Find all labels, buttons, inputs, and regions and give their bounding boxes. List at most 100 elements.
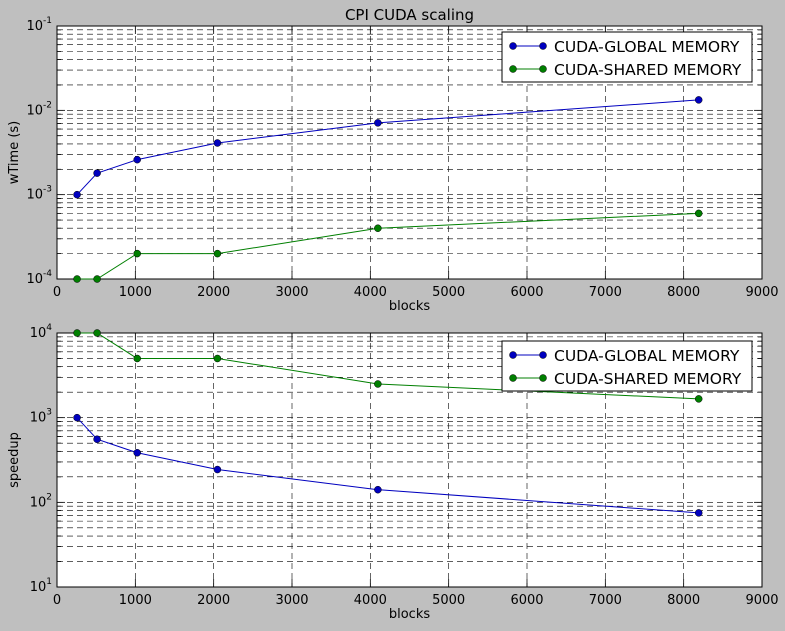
y-tick-exponent: 3 [46,408,52,418]
data-point [73,275,81,283]
legend-marker [509,374,517,382]
axes-frame [56,332,763,588]
data-point [93,435,101,444]
y-tick-exponent: 2 [46,492,52,502]
data-point [374,485,382,494]
data-point [93,329,101,337]
subplot-1: 0 1000 2000 3000 4000 5000 6000 7000 8000 900010-… [7,6,779,314]
grid [56,26,763,280]
x-tick-label: 9000 [745,285,778,300]
y-tick-base: 10 [30,580,47,595]
x-tick-label: 3000 [275,285,308,300]
series-2 [73,209,703,283]
data-point [133,449,141,457]
legend-label: CUDA-GLOBAL MEMORY [554,38,740,56]
data-point [133,354,141,363]
data-point [694,509,703,517]
data-point [133,155,141,164]
series-2 [73,329,703,403]
y-tick-base: 10 [30,495,47,510]
data-point [374,224,382,232]
x-tick-label: 4000 [354,285,387,300]
data-point [213,139,222,147]
series-1 [73,413,703,517]
x-tick-label: 6000 [510,285,543,300]
legend-label: CUDA-SHARED MEMORY [554,61,742,79]
data-point [93,169,101,177]
y-tick-base: 10 [26,272,43,287]
x-tick-label: 5000 [432,285,465,300]
data-point [73,413,81,422]
x-tick-label: 0 [53,593,61,608]
x-axis-label: blocks [389,607,430,622]
x-tick-label: 7000 [589,285,622,300]
subplot-2: 0 1000 2000 3000 4000 5000 6000 7000 8000 9000101… [7,323,779,622]
legend-marker [509,65,517,73]
x-tick-label: 8000 [667,593,700,608]
data-point [374,119,382,127]
data-point [133,249,141,258]
y-tick-label: 103 [30,408,52,426]
x-tick-label: 5000 [432,593,465,608]
y-tick-label: 102 [30,492,52,510]
y-tick-base: 10 [30,326,47,341]
legend-marker [539,42,547,50]
series-1 [73,96,703,199]
y-tick-label: 10-1 [26,16,52,34]
chart-title: CPI CUDA scaling [345,6,474,24]
data-point [694,209,703,218]
x-tick-label: 9000 [745,593,778,608]
y-tick-exponent: -4 [43,269,52,279]
data-point [73,190,81,199]
y-tick-exponent: 1 [46,577,52,587]
y-axis-label: wTime (s) [7,121,22,185]
legend-label: CUDA-GLOBAL MEMORY [554,347,740,365]
y-tick-exponent: -3 [43,185,52,195]
legend-marker [539,65,547,73]
y-tick-exponent: -1 [43,16,52,26]
data-point [694,96,703,104]
y-tick-label: 10-3 [26,185,52,203]
data-point [694,395,703,403]
legend-box [501,340,753,392]
x-axis-label: blocks [389,299,430,314]
axes-frame [56,25,763,280]
data-point [374,380,382,388]
x-tick-label: 0 [53,285,61,300]
legend-marker [509,42,517,50]
y-tick-base: 10 [26,103,43,118]
legend-marker [539,351,547,359]
legend: CUDA-GLOBAL MEMORY CUDA-SHARED MEMORY [501,340,753,392]
data-point [213,465,222,474]
y-tick-base: 10 [30,411,47,426]
series-line [76,99,699,196]
x-tick-label: 1000 [119,285,152,300]
y-axis-label: speedup [7,432,22,488]
data-point [213,354,222,363]
x-tick-label: 4000 [354,593,387,608]
x-tick-label: 3000 [275,593,308,608]
x-tick-label: 8000 [667,285,700,300]
legend-marker [539,374,547,382]
series-line [76,417,699,514]
legend-box [501,31,753,83]
y-tick-exponent: -2 [43,100,52,110]
x-tick-label: 7000 [589,593,622,608]
y-tick-base: 10 [26,19,43,34]
y-tick-label: 104 [30,323,53,341]
grid [56,333,763,588]
y-tick-exponent: 4 [46,323,52,333]
legend-label: CUDA-SHARED MEMORY [554,370,742,388]
x-tick-label: 6000 [510,593,543,608]
y-tick-label: 10-2 [26,100,52,118]
x-tick-label: 2000 [197,593,230,608]
legend: CUDA-GLOBAL MEMORY CUDA-SHARED MEMORY [501,31,753,83]
legend-marker [509,351,517,359]
y-tick-base: 10 [26,188,43,203]
x-tick-label: 2000 [197,285,230,300]
data-point [93,275,101,283]
y-tick-label: 10-4 [26,269,52,287]
x-tick-label: 1000 [119,593,152,608]
y-tick-label: 101 [30,577,52,595]
